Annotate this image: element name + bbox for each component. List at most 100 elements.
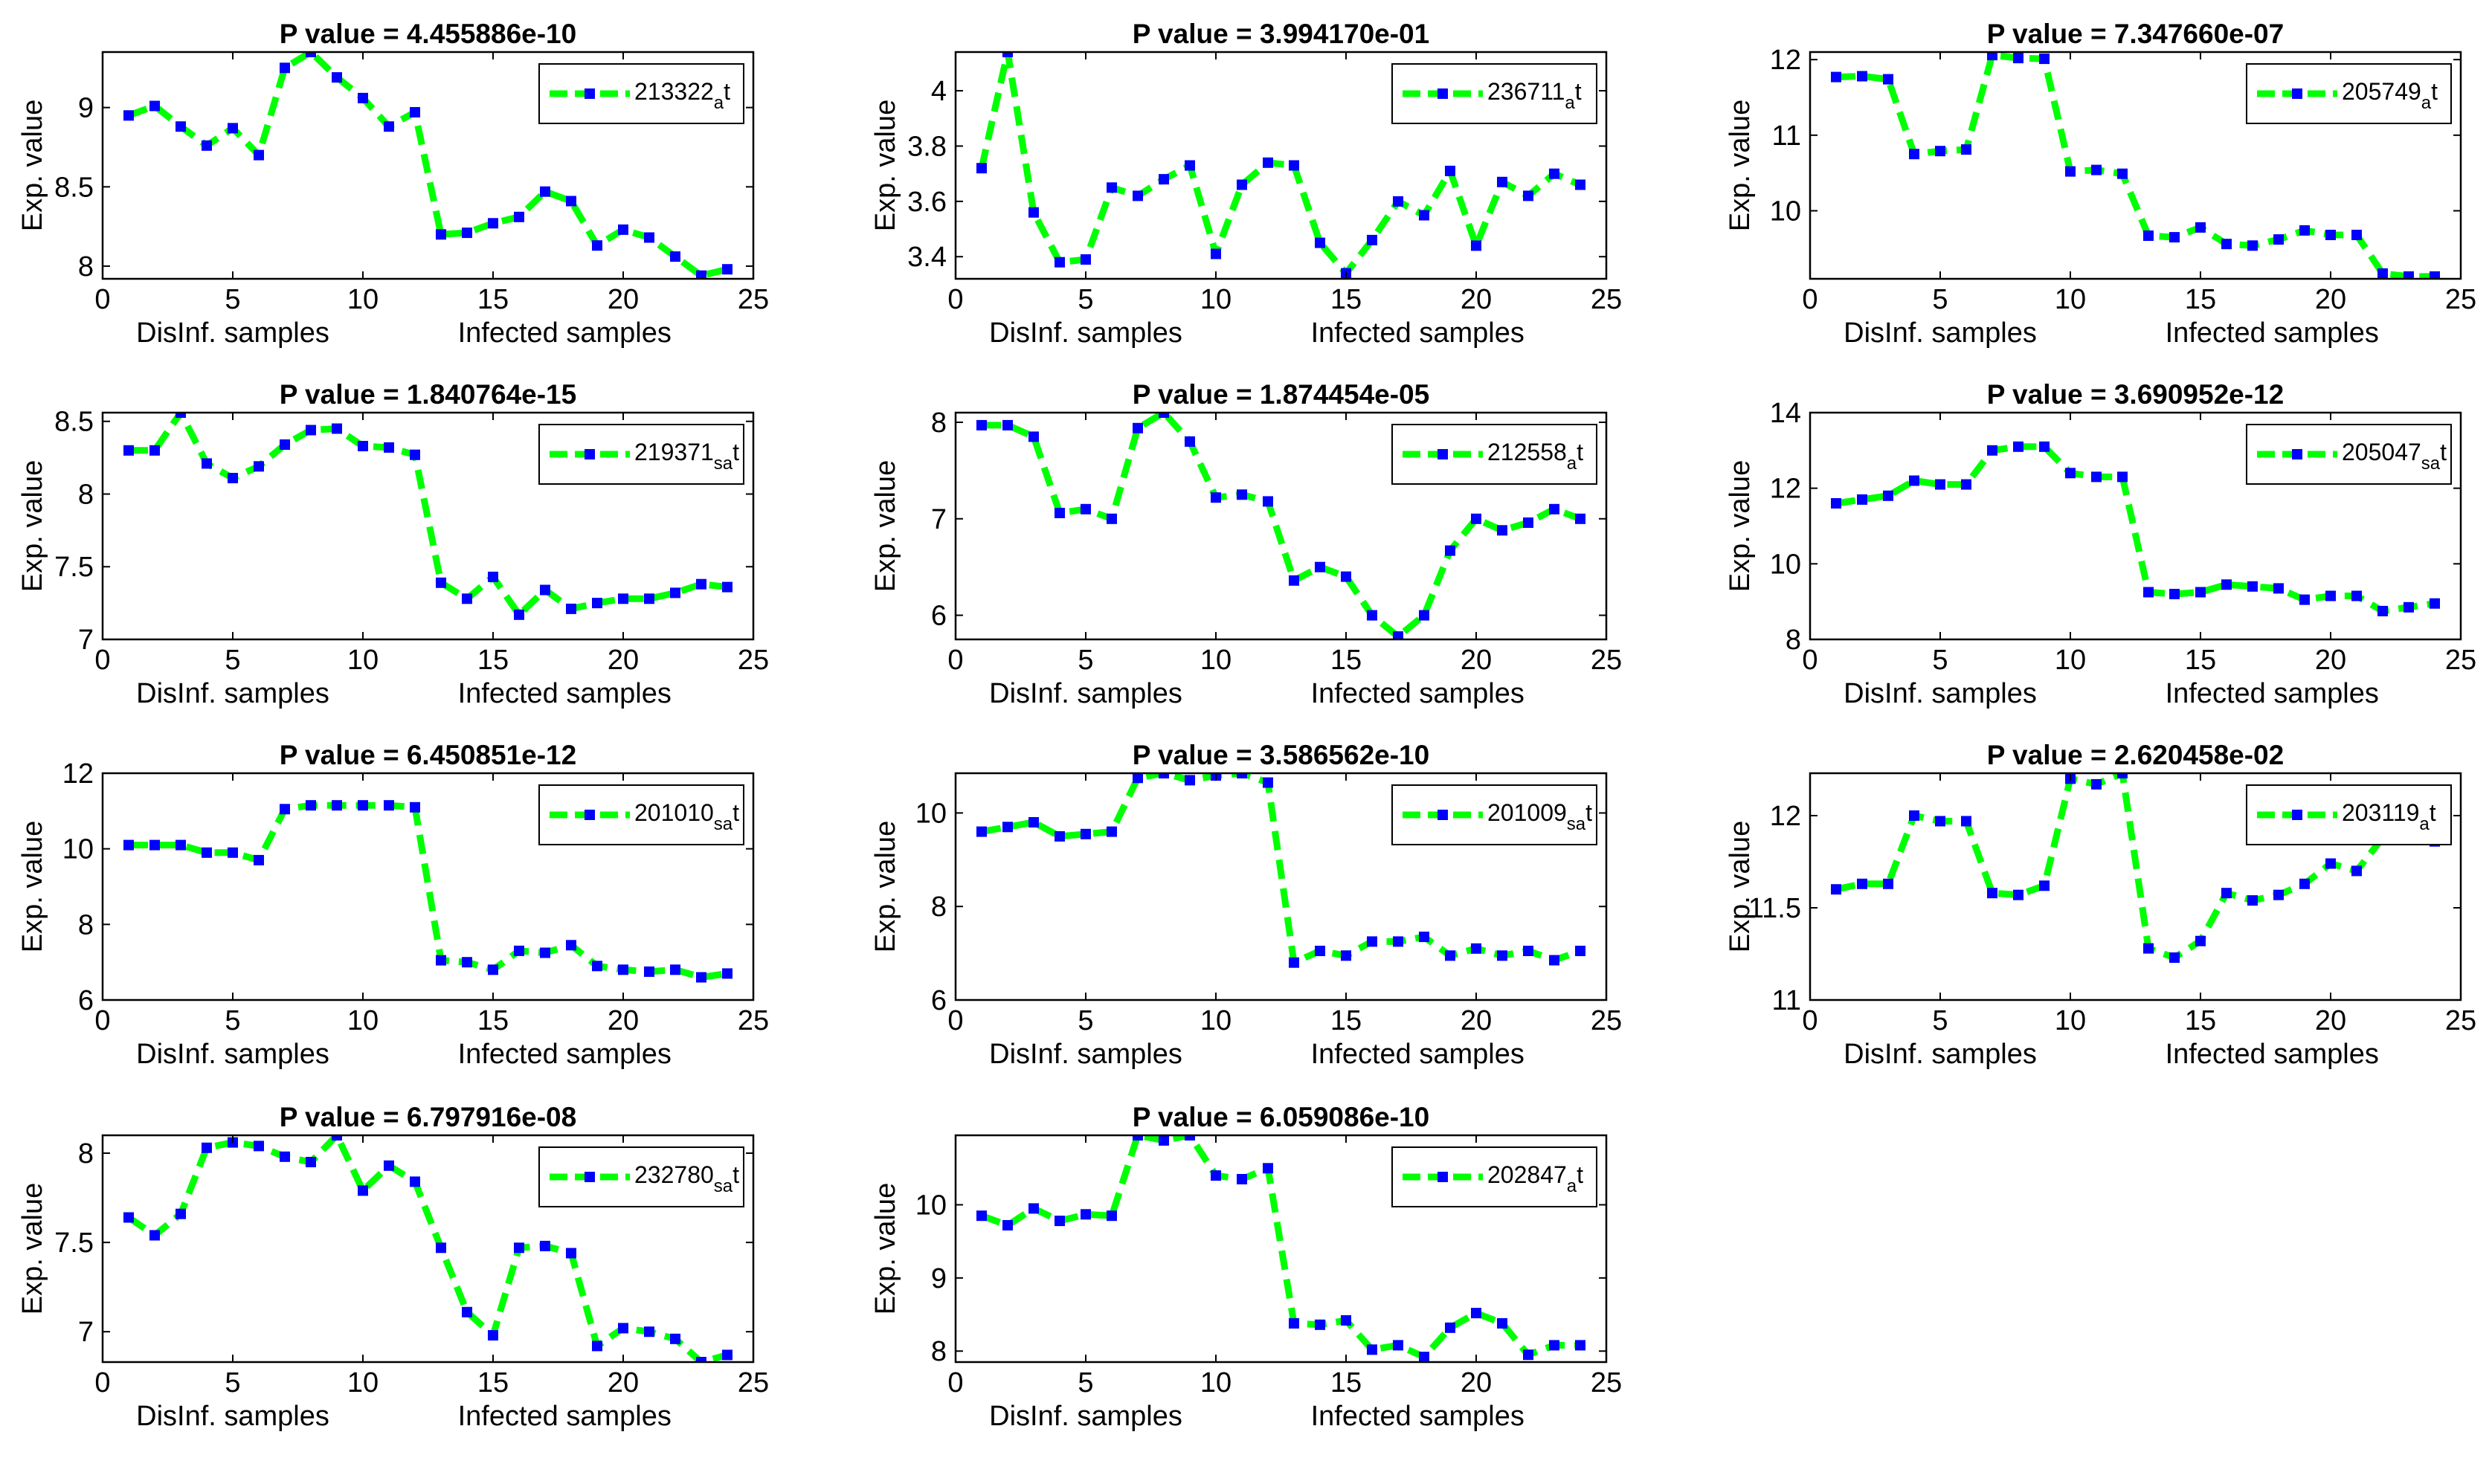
- legend-marker: [1437, 1172, 1448, 1182]
- x-tick-label: 15: [477, 1367, 509, 1398]
- x-tick-label: 0: [1802, 1005, 1818, 1036]
- data-point: [123, 445, 134, 456]
- data-point: [410, 449, 420, 460]
- x-label-infected: Infected samples: [1311, 1039, 1525, 1070]
- data-point: [1883, 490, 1893, 501]
- data-point: [1471, 1308, 1481, 1319]
- data-point: [2039, 880, 2050, 891]
- legend-box: [2246, 424, 2452, 485]
- data-point: [1159, 773, 1169, 778]
- data-point: [228, 473, 238, 483]
- x-tick-label: 0: [947, 1367, 963, 1398]
- y-tick-label: 7.5: [54, 1227, 94, 1259]
- y-tick-label: 8: [1786, 625, 1801, 656]
- data-point: [2351, 590, 2362, 601]
- data-point: [670, 587, 680, 599]
- x-label-disinf: DisInf. samples: [136, 1039, 329, 1070]
- data-point: [202, 140, 212, 151]
- plot-title: P value = 3.690952e-12: [1987, 379, 2284, 410]
- x-tick-label: 10: [1200, 645, 1231, 676]
- data-point: [123, 110, 134, 121]
- data-point: [2404, 601, 2414, 613]
- data-point: [2065, 468, 2076, 479]
- data-point: [202, 1142, 212, 1153]
- data-point: [514, 945, 524, 956]
- data-point: [1081, 1209, 1091, 1220]
- data-point: [1237, 489, 1247, 500]
- data-point: [1445, 545, 1455, 556]
- x-tick-label: 20: [1461, 1005, 1492, 1036]
- data-point: [696, 578, 706, 590]
- x-tick-label: 20: [608, 645, 639, 676]
- data-point: [2404, 271, 2414, 279]
- data-point: [540, 947, 550, 958]
- x-tick-label: 0: [947, 284, 963, 315]
- legend-label: 202847at: [1487, 1161, 1583, 1196]
- data-point: [1185, 775, 1195, 786]
- legend: 203119at: [2246, 784, 2452, 845]
- data-point: [1289, 575, 1299, 586]
- data-point: [358, 800, 368, 811]
- data-series: [976, 413, 1585, 639]
- data-point: [2013, 441, 2023, 452]
- data-series: [123, 52, 733, 279]
- data-point: [1237, 773, 1247, 778]
- data-point: [2195, 222, 2206, 233]
- legend: 205749at: [2246, 63, 2452, 124]
- data-point: [176, 121, 186, 132]
- data-point: [1133, 773, 1143, 784]
- y-label: Exp. value: [870, 821, 901, 952]
- data-point: [1497, 1317, 1507, 1329]
- legend: 232780sat: [538, 1146, 744, 1207]
- data-series: [976, 1135, 1585, 1362]
- data-point: [2195, 587, 2206, 598]
- data-point: [1211, 248, 1221, 259]
- legend: 219371sat: [538, 424, 744, 485]
- x-tick-label: 20: [2315, 1005, 2346, 1036]
- x-tick-label: 10: [347, 1367, 379, 1398]
- data-point: [722, 581, 733, 593]
- x-tick-label: 15: [1330, 645, 1362, 676]
- x-tick-label: 10: [347, 645, 379, 676]
- data-point: [332, 423, 342, 434]
- x-tick-label: 0: [947, 1005, 963, 1036]
- x-label-infected: Infected samples: [458, 1401, 672, 1432]
- data-point: [1393, 936, 1403, 947]
- data-point: [566, 603, 576, 614]
- data-point: [1883, 74, 1893, 85]
- data-point: [592, 598, 602, 609]
- y-label: Exp. value: [870, 100, 901, 231]
- data-point: [1523, 1349, 1533, 1361]
- data-point: [332, 800, 342, 811]
- y-label: Exp. value: [17, 460, 48, 592]
- axes-box: [954, 51, 1608, 280]
- data-point: [1081, 254, 1091, 265]
- data-point: [280, 62, 290, 74]
- x-tick-label: 0: [1802, 284, 1818, 315]
- plot-title: P value = 3.994170e-01: [1133, 19, 1429, 49]
- y-tick-label: 4: [931, 76, 947, 107]
- y-tick-label: 3.8: [907, 131, 947, 162]
- data-point: [1211, 1170, 1221, 1181]
- y-tick-label: 11: [1772, 120, 1801, 152]
- data-point: [1935, 816, 1945, 827]
- data-point: [488, 218, 498, 229]
- data-point: [1987, 52, 1997, 61]
- legend-marker: [2292, 449, 2302, 459]
- data-point: [1289, 1317, 1299, 1329]
- legend-marker: [585, 88, 595, 99]
- data-point: [384, 800, 394, 811]
- x-tick-label: 10: [2055, 284, 2086, 315]
- data-point: [2377, 268, 2388, 279]
- x-label-infected: Infected samples: [458, 317, 672, 349]
- legend: 201009sat: [1391, 784, 1597, 845]
- data-point: [696, 972, 706, 983]
- data-point: [1159, 413, 1169, 418]
- x-tick-label: 20: [1461, 645, 1492, 676]
- x-label-disinf: DisInf. samples: [136, 678, 329, 709]
- y-label: Exp. value: [1725, 100, 1756, 231]
- data-point: [1909, 475, 1919, 486]
- x-tick-label: 0: [94, 284, 110, 315]
- x-label-disinf: DisInf. samples: [989, 1039, 1182, 1070]
